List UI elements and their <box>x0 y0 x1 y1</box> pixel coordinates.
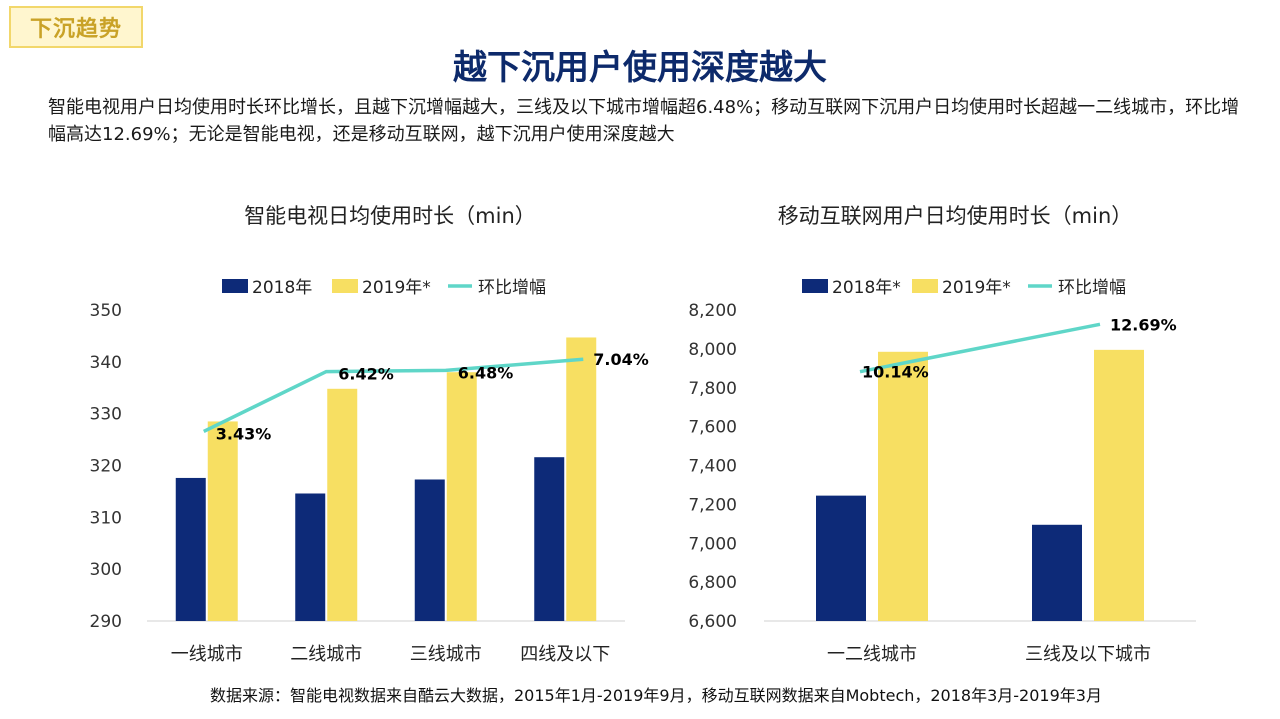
section-tag: 下沉趋势 <box>9 6 143 48</box>
chart2-legend-label: 环比增幅 <box>1058 278 1126 298</box>
chart1-growth-line <box>202 357 584 433</box>
chart1-ytick-label: 340 <box>90 353 122 373</box>
chart2-legend-swatch <box>912 279 938 293</box>
chart2-ytick-label: 8,200 <box>688 301 737 321</box>
chart2-bar-2018 <box>1032 524 1082 621</box>
chart1-bar-2019 <box>207 421 238 621</box>
chart1-legend-label: 环比增幅 <box>478 278 546 298</box>
chart1-bar-2019 <box>566 337 597 621</box>
chart1-ytick-label: 300 <box>90 560 122 580</box>
chart2-growth-line <box>859 322 1101 374</box>
chart1-legend-label: 2019年* <box>362 278 431 298</box>
chart1-legend-label: 2018年 <box>252 278 312 298</box>
chart2-bar-2019 <box>878 351 928 621</box>
chart2-category-label: 三线及以下城市 <box>1025 644 1151 665</box>
chart2-legend-label: 2019年* <box>942 278 1011 298</box>
page-description: 智能电视用户日均使用时长环比增长，且越下沉增幅越大，三线及以下城市增幅超6.48… <box>48 97 1240 145</box>
chart2-ytick-label: 7,000 <box>688 534 737 554</box>
chart2-ytick-label: 8,000 <box>688 340 737 360</box>
chart2-category-label: 一二线城市 <box>827 644 917 665</box>
chart1-bar-2019 <box>446 372 477 621</box>
chart1-category-label: 一线城市 <box>171 644 243 665</box>
chart1-ytick-label: 330 <box>90 405 122 425</box>
chart1-category-label: 四线及以下 <box>520 644 610 665</box>
chart2-growth-label: 12.69% <box>1110 315 1177 334</box>
chart1-growth-label: 6.42% <box>338 365 394 384</box>
chart1-title: 智能电视日均使用时长（min） <box>244 204 536 228</box>
chart1-growth-label: 3.43% <box>216 424 272 443</box>
chart2-growth-label: 10.14% <box>862 363 929 382</box>
page-title: 越下沉用户使用深度越大 <box>453 48 827 88</box>
chart1-category-label: 二线城市 <box>290 644 362 665</box>
chart1-bar-2019 <box>327 388 358 621</box>
chart1-ytick-label: 350 <box>90 301 122 321</box>
chart1-ytick-label: 290 <box>90 612 122 632</box>
chart2-legend-swatch <box>802 279 828 293</box>
chart1-legend-swatch <box>332 279 358 293</box>
chart1-bar-2018 <box>414 479 445 621</box>
chart2-bar-2019 <box>1094 349 1144 621</box>
chart1-growth-label: 7.04% <box>593 350 649 369</box>
chart2-ytick-label: 7,800 <box>688 379 737 399</box>
chart1-legend-swatch <box>222 279 248 293</box>
chart1-bar-2018 <box>295 493 326 621</box>
chart2-ytick-label: 7,400 <box>688 457 737 477</box>
data-source-note: 数据来源：智能电视数据来自酷云大数据，2015年1月-2019年9月，移动互联网… <box>210 686 1102 705</box>
chart1-ytick-label: 320 <box>90 457 122 477</box>
chart2-ytick-label: 6,600 <box>688 612 737 632</box>
chart1-category-label: 三线城市 <box>410 644 482 665</box>
chart2-legend-label: 2018年* <box>832 278 901 298</box>
chart1-growth-label: 6.48% <box>458 363 514 382</box>
chart2-ytick-label: 7,600 <box>688 418 737 438</box>
chart1-ytick-label: 310 <box>90 508 122 528</box>
chart1-bar-2018 <box>534 457 565 621</box>
chart1-bar-2018 <box>175 477 206 621</box>
chart2-bar-2018 <box>816 495 866 621</box>
chart2-ytick-label: 6,800 <box>688 573 737 593</box>
chart2-ytick-label: 7,200 <box>688 495 737 515</box>
chart2-title: 移动互联网用户日均使用时长（min） <box>777 204 1133 228</box>
